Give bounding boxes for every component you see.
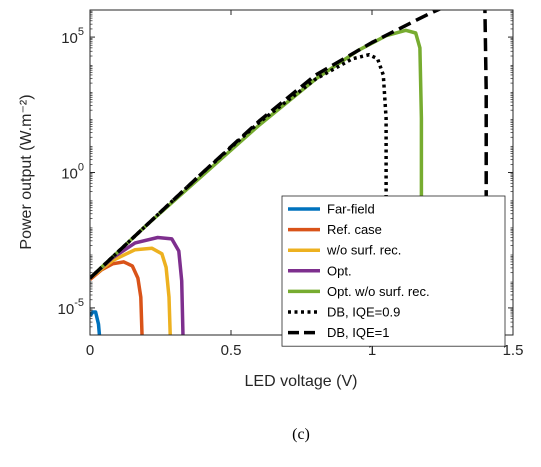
legend-label-1: Far-field	[327, 202, 375, 217]
y-tick-label: 10-5	[58, 297, 84, 318]
legend-label-2: Ref. case	[327, 222, 382, 237]
x-tick-label: 1	[368, 342, 376, 359]
figure-caption: (c)	[292, 426, 310, 443]
y-tick-label: 100	[61, 162, 84, 183]
x-tick-label: 0	[86, 342, 94, 359]
x-axis-title: LED voltage (V)	[245, 373, 358, 390]
series-layer	[90, 10, 488, 335]
legend-label-3: w/o surf. rec.	[326, 243, 401, 258]
legend: Far-field Ref. case w/o surf. rec. Opt. Opt.…	[281, 195, 506, 347]
legend-label-5: Opt. w/o surf. rec.	[327, 284, 430, 299]
x-tick-label: 1.5	[503, 342, 524, 359]
series-line-3	[90, 246, 172, 335]
series-line-7	[90, 10, 488, 335]
y-axis-title: Power output (W.m⁻²)	[18, 94, 35, 249]
y-tick-label: 105	[61, 26, 84, 47]
ticks-layer: 0 0.5 1 1.5 10-5 100 105	[58, 10, 524, 359]
legend-label-4: Opt.	[327, 263, 352, 278]
x-tick-label: 0.5	[221, 342, 242, 359]
legend-label-6: DB, IQE=0.9	[327, 305, 400, 320]
series-line-1	[90, 310, 102, 335]
legend-label-7: DB, IQE=1	[327, 325, 390, 340]
